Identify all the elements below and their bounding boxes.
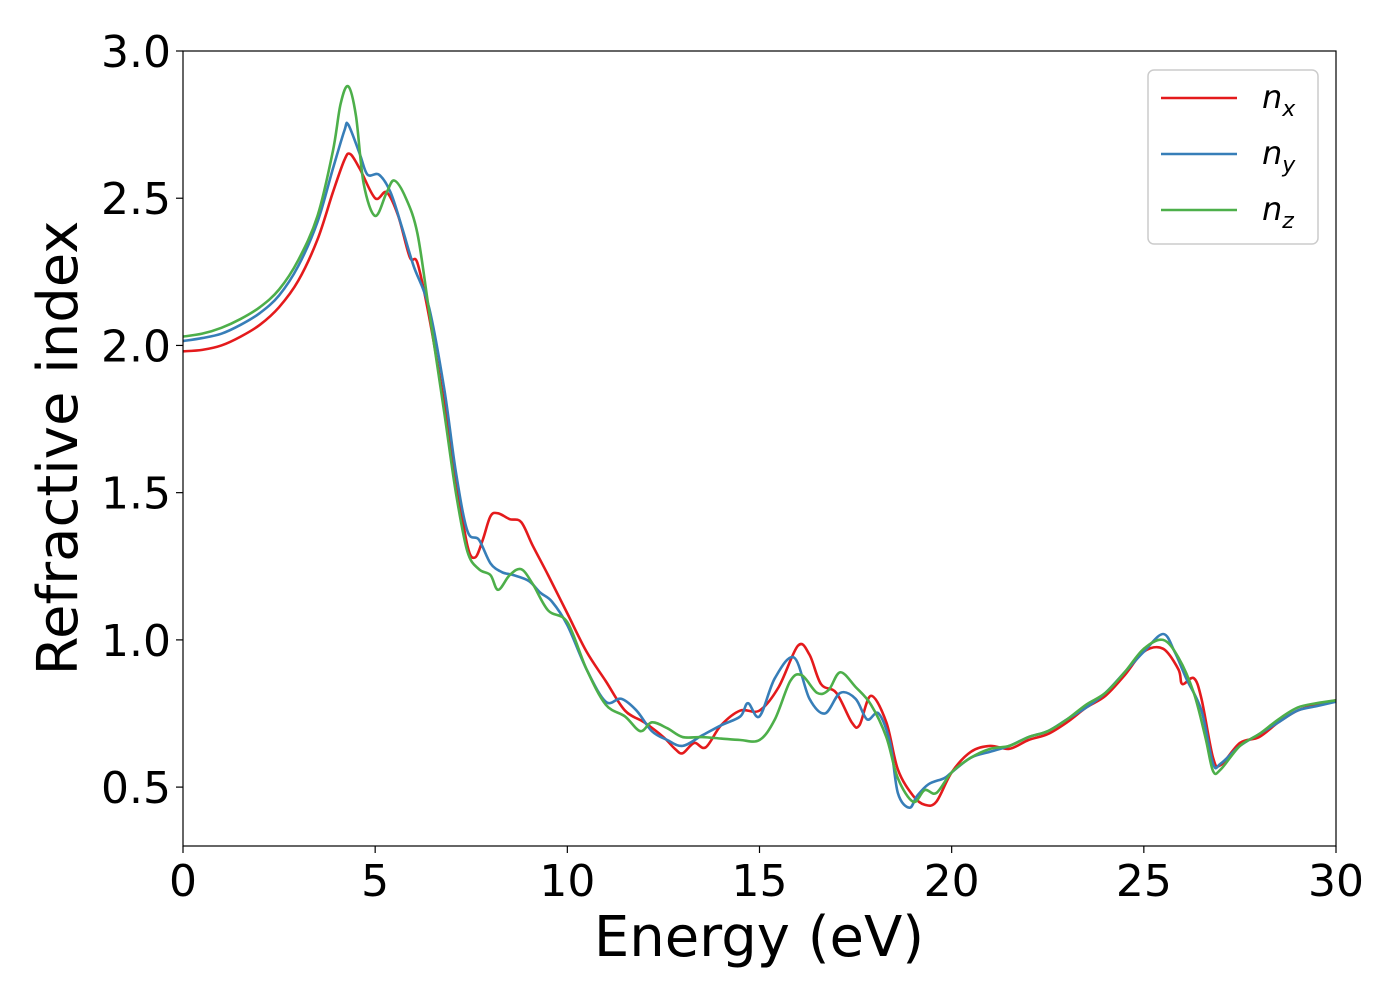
y-tick-label: 3.0 [101,27,171,78]
series-line-nx [183,152,1336,808]
legend-subscript: y [1281,153,1296,178]
legend-subscript: x [1281,97,1296,122]
x-tick-label: 0 [169,856,197,907]
x-tick-label: 5 [361,856,389,907]
y-axis-label: Refractive index [26,221,91,676]
series-line-nz [183,84,1336,804]
legend-symbol: n [1262,190,1282,228]
x-tick-label: 30 [1308,856,1364,907]
legend-symbol: n [1262,134,1282,172]
legend-symbol: n [1262,78,1282,116]
x-tick-label: 10 [539,856,595,907]
legend-label-nx: nx [1262,78,1296,122]
legend-label-ny: ny [1262,134,1296,178]
legend-subscript: z [1281,209,1294,234]
plot-layer [183,84,1336,810]
legend-label-nz: nz [1262,190,1294,234]
x-tick-label: 20 [924,856,980,907]
y-tick-label: 2.0 [101,321,171,372]
y-tick-label: 1.0 [101,616,171,667]
legend-box [1147,69,1319,245]
y-tick-label: 0.5 [101,763,171,814]
y-tick-label: 1.5 [101,469,171,520]
x-tick-label: 25 [1116,856,1172,907]
x-axis-label: Energy (eV) [594,905,924,970]
x-tick-label: 15 [732,856,788,907]
y-tick-label: 2.5 [101,174,171,225]
axis-ticks: 0 5 10 15 20 25 30 0.5 1.0 1.5 2.0 2.5 3.0 [101,27,1364,907]
plot-area-frame [182,50,1337,847]
